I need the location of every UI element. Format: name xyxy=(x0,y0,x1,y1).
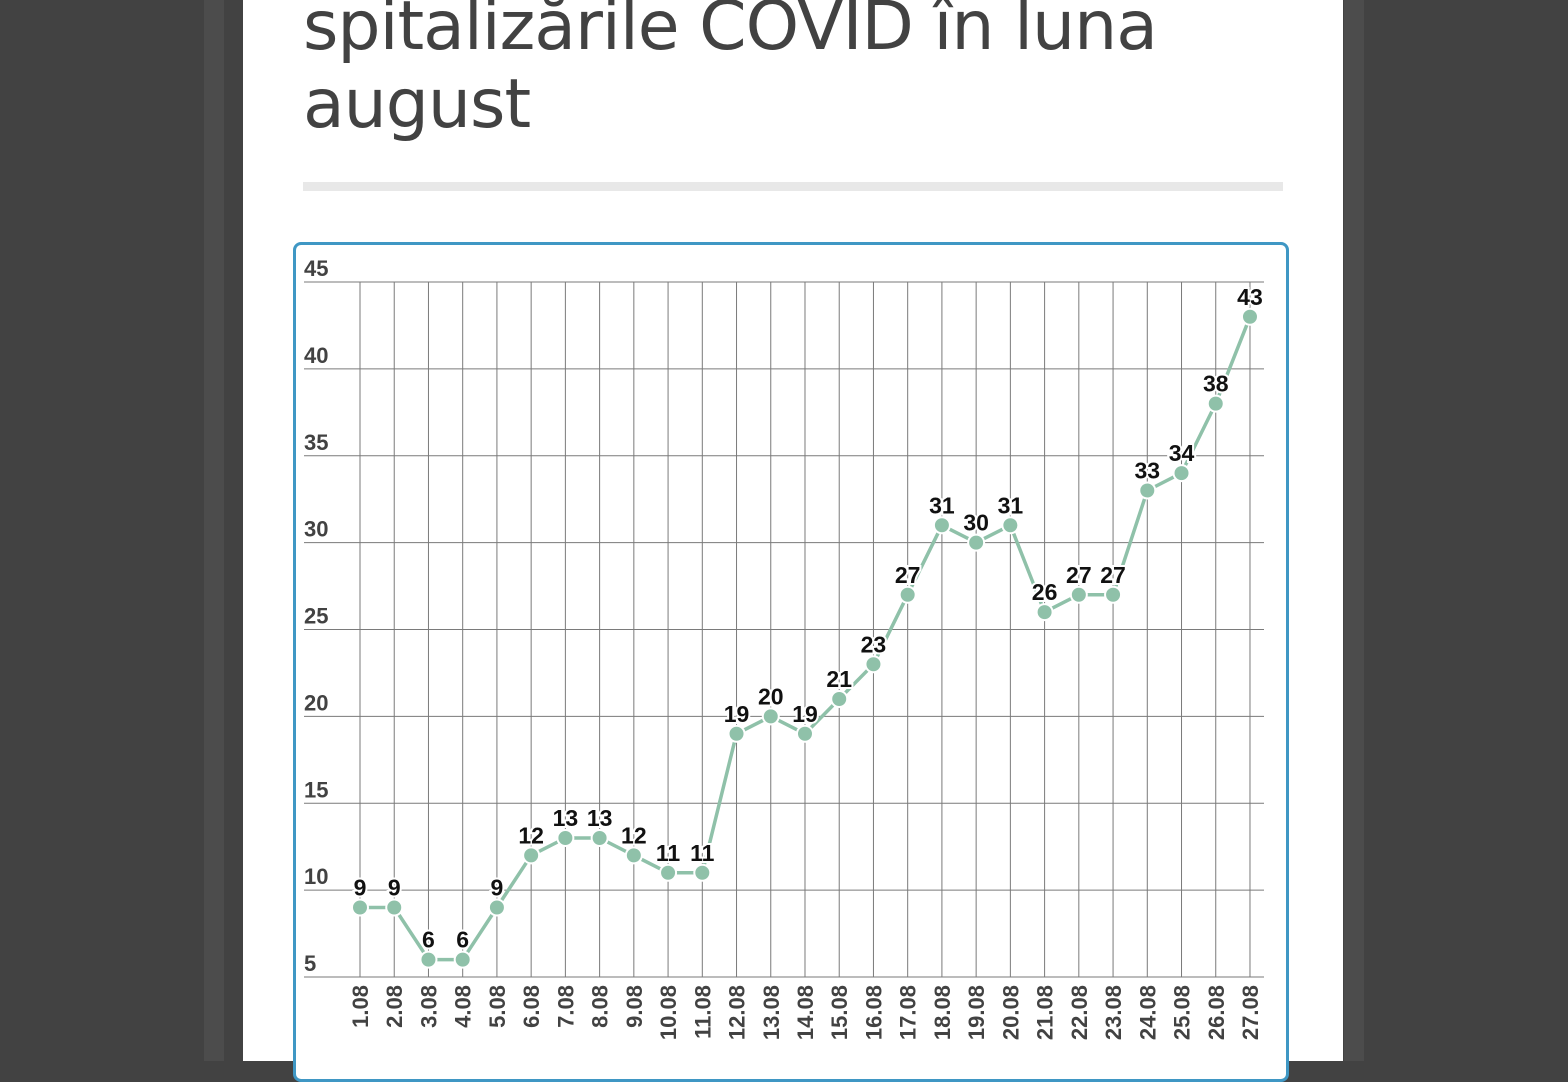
x-tick-label: 27.08 xyxy=(1238,985,1263,1040)
x-tick-label: 6.08 xyxy=(519,985,544,1028)
data-label: 34 xyxy=(1169,440,1195,466)
data-label: 27 xyxy=(1100,562,1126,588)
chart-container: 5 10 15 20 25 30 35 40 45 1.08 2.08 3.08 4.08 5.08 6.0… xyxy=(293,242,1289,1082)
data-point xyxy=(727,724,746,743)
y-tick-label: 40 xyxy=(304,343,328,368)
data-label: 6 xyxy=(422,927,435,953)
y-tick-label: 25 xyxy=(304,604,328,629)
data-point xyxy=(1206,394,1225,413)
data-point xyxy=(761,707,780,726)
y-tick-label: 20 xyxy=(304,690,328,715)
data-point xyxy=(693,863,712,882)
x-tick-label: 14.08 xyxy=(793,985,818,1040)
x-tick-label: 23.08 xyxy=(1101,985,1126,1040)
article-page: spitalizările COVID în luna august 5 10 15… xyxy=(243,0,1343,1082)
data-point xyxy=(830,690,849,708)
x-tick-label: 21.08 xyxy=(1033,985,1058,1040)
x-tick-label: 20.08 xyxy=(998,985,1023,1040)
data-point xyxy=(556,829,575,847)
x-tick-label: 11.08 xyxy=(690,985,715,1039)
data-label: 11 xyxy=(690,840,715,866)
x-tick-label: 17.08 xyxy=(896,985,921,1040)
y-tick-label: 15 xyxy=(304,777,328,802)
x-tick-label: 1.08 xyxy=(348,985,373,1028)
data-label: 13 xyxy=(587,805,613,831)
data-label: 6 xyxy=(456,927,469,953)
x-tick-label: 18.08 xyxy=(930,985,955,1040)
y-tick-label: 10 xyxy=(304,864,328,889)
x-tick-label: 25.08 xyxy=(1170,985,1195,1040)
x-tick-label: 22.08 xyxy=(1067,985,1092,1040)
data-point xyxy=(967,533,986,552)
x-tick-label: 26.08 xyxy=(1204,985,1229,1040)
data-point xyxy=(1035,603,1054,622)
data-point xyxy=(385,898,404,917)
data-label: 33 xyxy=(1134,458,1160,484)
data-label: 27 xyxy=(895,562,921,588)
data-label: 9 xyxy=(388,875,401,901)
data-point xyxy=(351,898,369,917)
x-tick-label: 24.08 xyxy=(1135,985,1160,1040)
data-point xyxy=(898,585,917,604)
article-title-line-2: august xyxy=(303,65,531,144)
data-point xyxy=(1069,585,1088,604)
y-tick-label: 5 xyxy=(304,951,316,976)
title-divider xyxy=(303,182,1283,191)
data-label: 13 xyxy=(553,805,579,831)
data-label: 12 xyxy=(518,822,544,848)
data-label: 12 xyxy=(621,822,647,848)
x-tick-label: 12.08 xyxy=(725,985,750,1040)
data-label: 38 xyxy=(1203,371,1229,397)
data-point xyxy=(1001,516,1020,535)
x-tick-label: 8.08 xyxy=(588,985,613,1028)
data-point xyxy=(522,846,541,865)
data-point xyxy=(795,724,814,743)
data-point xyxy=(419,950,438,969)
data-label: 9 xyxy=(354,875,367,901)
x-tick-label: 9.08 xyxy=(622,985,647,1028)
data-label: 31 xyxy=(929,492,955,518)
y-tick-label: 45 xyxy=(304,256,328,281)
data-point xyxy=(659,863,678,882)
data-point xyxy=(932,516,951,535)
y-tick-label: 30 xyxy=(304,517,328,542)
x-tick-label: 15.08 xyxy=(827,985,852,1040)
background-strip-left xyxy=(204,0,224,1061)
background-strip-right xyxy=(1344,0,1364,1061)
data-label: 23 xyxy=(861,631,887,657)
data-label: 19 xyxy=(792,701,818,727)
y-tick-label: 35 xyxy=(304,430,328,455)
data-label: 31 xyxy=(998,492,1024,518)
x-tick-label: 4.08 xyxy=(451,985,476,1028)
line-chart: 5 10 15 20 25 30 35 40 45 1.08 2.08 3.08 4.08 5.08 6.0… xyxy=(304,256,1265,1040)
data-point xyxy=(864,655,883,674)
data-label: 9 xyxy=(491,875,504,901)
data-label: 21 xyxy=(826,666,852,692)
data-point xyxy=(590,829,609,847)
x-tick-label: 7.08 xyxy=(553,985,578,1028)
data-label: 30 xyxy=(963,510,989,536)
article-title-line-1: spitalizările COVID în luna xyxy=(303,0,1158,66)
x-tick-label: 16.08 xyxy=(861,985,886,1040)
data-label: 19 xyxy=(724,701,750,727)
data-label: 43 xyxy=(1237,284,1263,310)
data-point xyxy=(487,898,506,917)
data-point xyxy=(1104,585,1123,604)
data-point xyxy=(1240,307,1259,326)
x-tick-label: 13.08 xyxy=(759,985,784,1040)
article-title: spitalizările COVID în luna august xyxy=(303,0,1303,144)
data-label: 26 xyxy=(1032,579,1058,605)
x-tick-label: 5.08 xyxy=(485,985,510,1028)
data-point xyxy=(624,846,643,865)
data-label: 27 xyxy=(1066,562,1092,588)
data-point xyxy=(453,950,472,969)
data-label: 20 xyxy=(758,683,784,709)
x-tick-label: 10.08 xyxy=(656,985,681,1040)
data-label: 11 xyxy=(656,840,681,866)
data-point xyxy=(1172,464,1191,483)
x-tick-label: 2.08 xyxy=(382,985,407,1028)
x-tick-label: 19.08 xyxy=(964,985,989,1040)
x-tick-label: 3.08 xyxy=(416,985,441,1028)
data-point xyxy=(1138,481,1157,500)
